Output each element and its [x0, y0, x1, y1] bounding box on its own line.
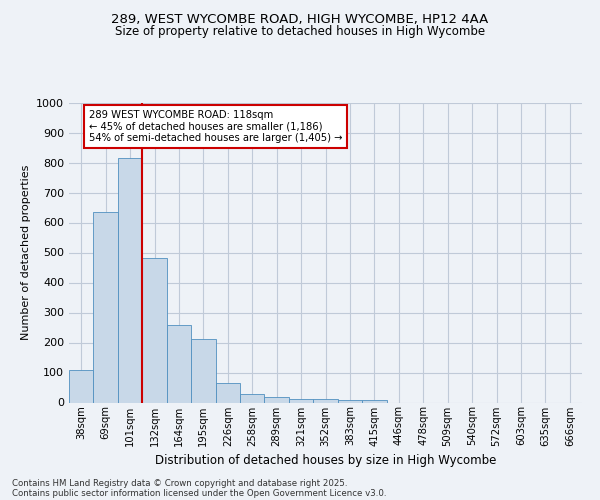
X-axis label: Distribution of detached houses by size in High Wycombe: Distribution of detached houses by size … [155, 454, 496, 467]
Bar [118, 158, 142, 402]
Bar [167, 325, 191, 402]
Bar [69, 370, 94, 402]
Text: Size of property relative to detached houses in High Wycombe: Size of property relative to detached ho… [115, 25, 485, 38]
Bar [289, 399, 313, 402]
Text: Contains HM Land Registry data © Crown copyright and database right 2025.: Contains HM Land Registry data © Crown c… [12, 478, 347, 488]
Bar [191, 338, 215, 402]
Bar [265, 397, 289, 402]
Bar [142, 258, 167, 402]
Bar [94, 212, 118, 402]
Y-axis label: Number of detached properties: Number of detached properties [20, 165, 31, 340]
Bar [240, 394, 265, 402]
Text: 289 WEST WYCOMBE ROAD: 118sqm
← 45% of detached houses are smaller (1,186)
54% o: 289 WEST WYCOMBE ROAD: 118sqm ← 45% of d… [89, 110, 342, 143]
Text: Contains public sector information licensed under the Open Government Licence v3: Contains public sector information licen… [12, 488, 386, 498]
Bar [313, 399, 338, 402]
Bar [215, 383, 240, 402]
Text: 289, WEST WYCOMBE ROAD, HIGH WYCOMBE, HP12 4AA: 289, WEST WYCOMBE ROAD, HIGH WYCOMBE, HP… [112, 12, 488, 26]
Bar [338, 400, 362, 402]
Bar [362, 400, 386, 402]
